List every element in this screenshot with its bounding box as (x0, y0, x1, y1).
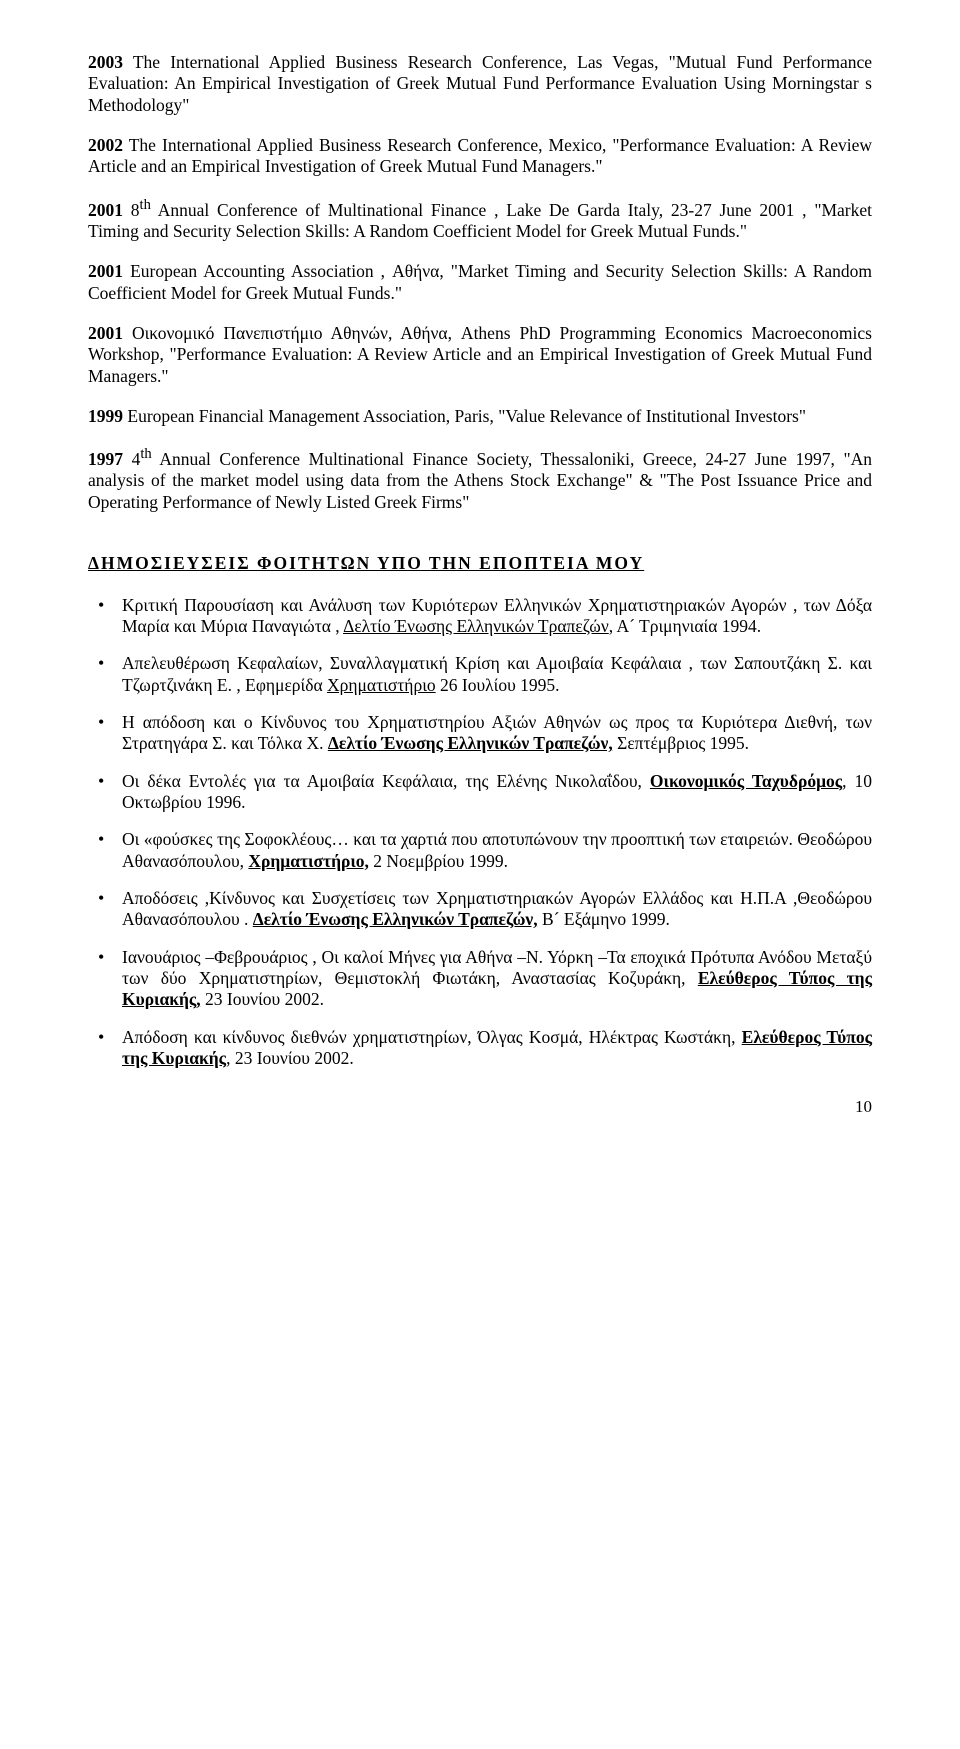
page-number: 10 (88, 1097, 872, 1118)
conf-2001b-text: 2001 European Accounting Association , Α… (88, 261, 872, 302)
bullet-post: Σεπτέμβριος 1995. (613, 733, 749, 753)
para-rest: European Accounting Association , Αθήνα,… (88, 261, 872, 302)
bullet-post: 2 Νοεμβρίου 1999. (369, 851, 508, 871)
conf-2001a-lead: 2001 8 (88, 200, 140, 220)
para-rest: The International Applied Business Resea… (88, 52, 872, 115)
bullet-pre: Απόδοση και κίνδυνος διεθνών χρηματιστηρ… (122, 1027, 742, 1047)
bullet-underline: Οικονομικός Ταχυδρόμος (650, 771, 842, 791)
bullet-post: 26 Ιουλίου 1995. (436, 675, 560, 695)
conf-1999: 1999 European Financial Management Assoc… (88, 406, 872, 427)
conf-1997-sup: th (140, 446, 151, 462)
lead-rest: 8 (123, 200, 140, 220)
section-heading: ΔΗΜΟΣΙΕΥΣΕΙΣ ΦΟΙΤΗΤΩΝ ΥΠΟ ΤΗΝ ΕΠΟΠΤΕΙΑ Μ… (88, 553, 872, 574)
bullet-post: , 23 Ιουνίου 2002. (226, 1048, 354, 1068)
list-item: Απελευθέρωση Κεφαλαίων, Συναλλαγματική Κ… (88, 653, 872, 696)
list-item: Οι «φούσκες της Σοφοκλέους… και τα χαρτι… (88, 829, 872, 872)
para-rest: European Financial Management Associatio… (123, 406, 806, 426)
conf-1997-lead: 1997 4 (88, 449, 140, 469)
conf-1997: 1997 4th Annual Conference Multinational… (88, 446, 872, 513)
year: 1997 (88, 449, 123, 469)
bullet-underline: Δελτίο Ένωσης Ελληνικών Τραπεζών (343, 616, 609, 636)
bullet-underline: Χρηματιστήριο, (248, 851, 369, 871)
bullet-post: 23 Ιουνίου 2002. (201, 989, 324, 1009)
conf-1999-text: 1999 European Financial Management Assoc… (88, 406, 806, 426)
conf-2001a-rest: Annual Conference of Multinational Finan… (88, 200, 872, 241)
year: 2002 (88, 135, 123, 155)
list-item: Ιανουάριος –Φεβρουάριος , Οι καλοί Μήνες… (88, 947, 872, 1011)
conf-2002-text: 2002 The International Applied Business … (88, 135, 872, 176)
year: 2001 (88, 200, 123, 220)
list-item: Οι δέκα Εντολές για τα Αμοιβαία Κεφάλαια… (88, 771, 872, 814)
year: 2003 (88, 52, 123, 72)
conf-2001b: 2001 European Accounting Association , Α… (88, 261, 872, 304)
year: 2001 (88, 261, 123, 281)
list-item: Κριτική Παρουσίαση και Ανάλυση των Κυριό… (88, 595, 872, 638)
list-item: Απόδοση και κίνδυνος διεθνών χρηματιστηρ… (88, 1027, 872, 1070)
lead-rest: 4 (123, 449, 140, 469)
para-rest: The International Applied Business Resea… (88, 135, 872, 176)
conf-2002: 2002 The International Applied Business … (88, 135, 872, 178)
conf-2003: 2003 The International Applied Business … (88, 52, 872, 116)
bullet-pre: Οι δέκα Εντολές για τα Αμοιβαία Κεφάλαια… (122, 771, 650, 791)
para-rest: Οικονομικό Πανεπιστήμιο Αθηνών, Αθήνα, A… (88, 323, 872, 386)
bullet-post: Β´ Εξάμηνο 1999. (538, 909, 670, 929)
list-item: Η απόδοση και ο Κίνδυνος του Χρηματιστηρ… (88, 712, 872, 755)
conf-2001c-text: 2001 Οικονομικό Πανεπιστήμιο Αθηνών, Αθή… (88, 323, 872, 386)
bullet-post: , Α´ Τριμηνιαία 1994. (609, 616, 761, 636)
bullet-underline: Δελτίο Ένωσης Ελληνικών Τραπεζών, (328, 733, 613, 753)
year: 2001 (88, 323, 123, 343)
conf-2001c: 2001 Οικονομικό Πανεπιστήμιο Αθηνών, Αθή… (88, 323, 872, 387)
list-item: Αποδόσεις ,Κίνδυνος και Συσχετίσεις των … (88, 888, 872, 931)
conf-2001a-sup: th (140, 197, 151, 213)
publications-list: Κριτική Παρουσίαση και Ανάλυση των Κυριό… (88, 595, 872, 1070)
bullet-underline: Δελτίο Ένωσης Ελληνικών Τραπεζών, (253, 909, 538, 929)
conf-2001a: 2001 8th Annual Conference of Multinatio… (88, 197, 872, 243)
bullet-underline: Χρηματιστήριο (327, 675, 436, 695)
conf-1997-rest: Annual Conference Multinational Finance … (88, 449, 872, 512)
page: 2003 The International Applied Business … (0, 0, 960, 1166)
year: 1999 (88, 406, 123, 426)
